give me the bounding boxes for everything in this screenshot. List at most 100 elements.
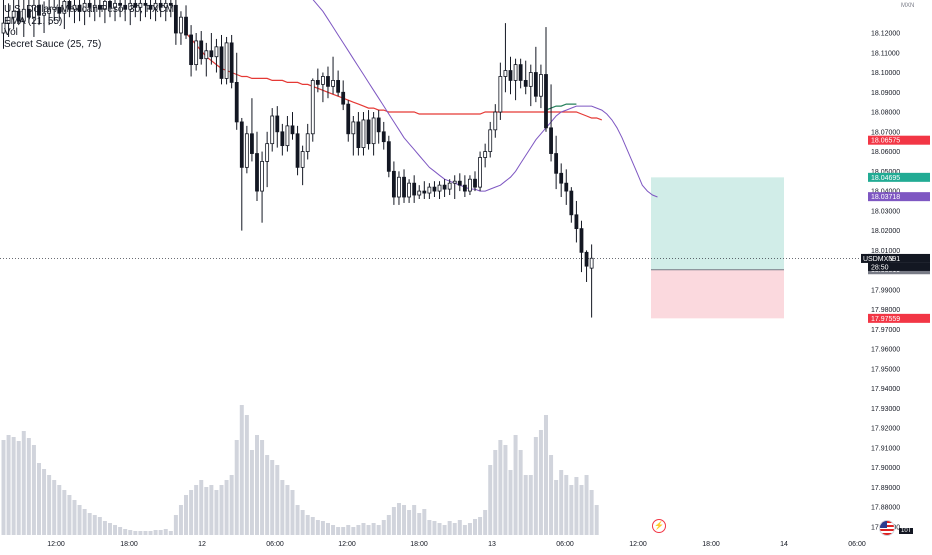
candle-body xyxy=(315,80,320,85)
candle-body xyxy=(199,40,204,60)
legend-symbol[interactable]: U.S. Dollar / Mexican Peso, 30, FXCM xyxy=(4,4,175,15)
volume-bar xyxy=(351,527,356,535)
candle-body xyxy=(386,141,391,172)
volume-bar xyxy=(138,531,143,535)
candle-body xyxy=(518,64,523,81)
volume-bar xyxy=(300,510,305,535)
legend-secret-sauce[interactable]: Secret Sauce (25, 75) xyxy=(4,38,102,50)
volume-bar xyxy=(356,525,361,535)
candle-body xyxy=(194,40,199,66)
chart-legend: U.S. Dollar / Mexican Peso, 30, FXCM EMA… xyxy=(4,4,174,50)
candle-body xyxy=(310,80,315,135)
y-tick-label: 17.99000 xyxy=(871,287,900,294)
volume-bar xyxy=(31,445,36,535)
volume-bar xyxy=(229,475,234,535)
y-tick-label: 18.08000 xyxy=(871,110,900,117)
candle-body xyxy=(179,16,183,34)
candle-body xyxy=(376,117,381,133)
volume-bar xyxy=(391,507,396,535)
volume-bar xyxy=(402,505,407,535)
volume-bar xyxy=(6,435,11,535)
candle-body xyxy=(351,121,356,135)
candle-body xyxy=(321,76,325,85)
volume-bar xyxy=(194,485,199,535)
volume-bar xyxy=(543,415,548,535)
candle-body xyxy=(402,176,406,198)
candle-body xyxy=(42,12,46,16)
volume-bar xyxy=(518,450,523,535)
volume-bar xyxy=(579,485,584,535)
y-tick-label: 18.11000 xyxy=(871,50,900,57)
candle-body xyxy=(564,182,569,192)
volume-bar xyxy=(467,523,472,535)
candle-body xyxy=(184,16,188,36)
volume-bar xyxy=(107,523,112,535)
candle-body xyxy=(148,4,153,10)
candle-body xyxy=(473,178,477,188)
flag-canton xyxy=(880,521,887,528)
volume-bar xyxy=(270,460,275,535)
legend-volume[interactable]: Vol xyxy=(4,27,18,38)
footer-badge: 10T xyxy=(899,528,914,534)
candle-body xyxy=(229,42,234,83)
volume-bar xyxy=(47,475,52,535)
candle-body xyxy=(442,184,447,190)
y-tick-label: 18.01000 xyxy=(871,248,900,255)
volume-bar xyxy=(331,525,336,535)
y-tick-label: 18.07000 xyxy=(871,129,900,136)
y-tick-label: 18.09000 xyxy=(871,90,900,97)
volume-bar xyxy=(523,475,528,535)
volume-bar xyxy=(417,513,422,535)
x-tick-label: 12:00 xyxy=(47,541,65,548)
x-tick-label: 12:00 xyxy=(338,541,356,548)
candle-body xyxy=(239,121,244,168)
candle-body xyxy=(62,0,67,14)
volume-bar xyxy=(209,485,214,535)
y-tick-label: 18.06000 xyxy=(871,149,900,156)
price-badge-label: 18.06575 xyxy=(871,138,900,145)
volume-bar xyxy=(513,435,518,535)
volume-bar xyxy=(158,530,163,535)
symbol-tag-bg xyxy=(861,253,890,263)
x-tick-label: 14 xyxy=(780,541,788,548)
volume-bar xyxy=(462,525,467,535)
volume-bar xyxy=(320,521,325,535)
candle-body xyxy=(280,131,285,147)
volume-bar xyxy=(280,480,285,535)
candle-body xyxy=(219,46,224,79)
candle-body xyxy=(270,115,275,145)
candle-body xyxy=(346,103,351,135)
volume-bar xyxy=(310,517,315,535)
ema-slow-line xyxy=(185,32,603,121)
candle-body xyxy=(173,4,178,34)
candle-body xyxy=(87,2,92,8)
flash-icon[interactable]: ⚡ xyxy=(652,519,666,533)
volume-bar xyxy=(133,531,138,535)
volume-bar xyxy=(396,503,401,535)
price-badge-label: 17.97559 xyxy=(871,316,900,323)
candle-body xyxy=(493,111,498,131)
y-tick-label: 18.12000 xyxy=(871,31,900,38)
volume-bar xyxy=(285,485,290,535)
candle-body xyxy=(26,8,31,18)
us-flag-icon[interactable] xyxy=(879,520,895,536)
y-tick-label: 17.90000 xyxy=(871,465,900,472)
candle-body xyxy=(21,8,26,22)
candle-body xyxy=(488,129,493,152)
candle-body xyxy=(549,127,553,154)
y-tick-label: 17.93000 xyxy=(871,406,900,413)
candle-body xyxy=(468,178,472,192)
volume-bar xyxy=(483,510,488,535)
legend-ema[interactable]: EMA (21, 55) xyxy=(4,15,63,27)
candle-body xyxy=(432,186,437,192)
volume-bar xyxy=(42,469,47,535)
volume-bar xyxy=(92,515,97,535)
currency-label[interactable]: MXN xyxy=(901,3,915,9)
volume-bar xyxy=(163,529,168,535)
candle-body xyxy=(589,257,594,269)
countdown-bg xyxy=(868,262,930,271)
y-tick-label: 17.97000 xyxy=(871,327,900,334)
volume-bar xyxy=(128,530,133,535)
